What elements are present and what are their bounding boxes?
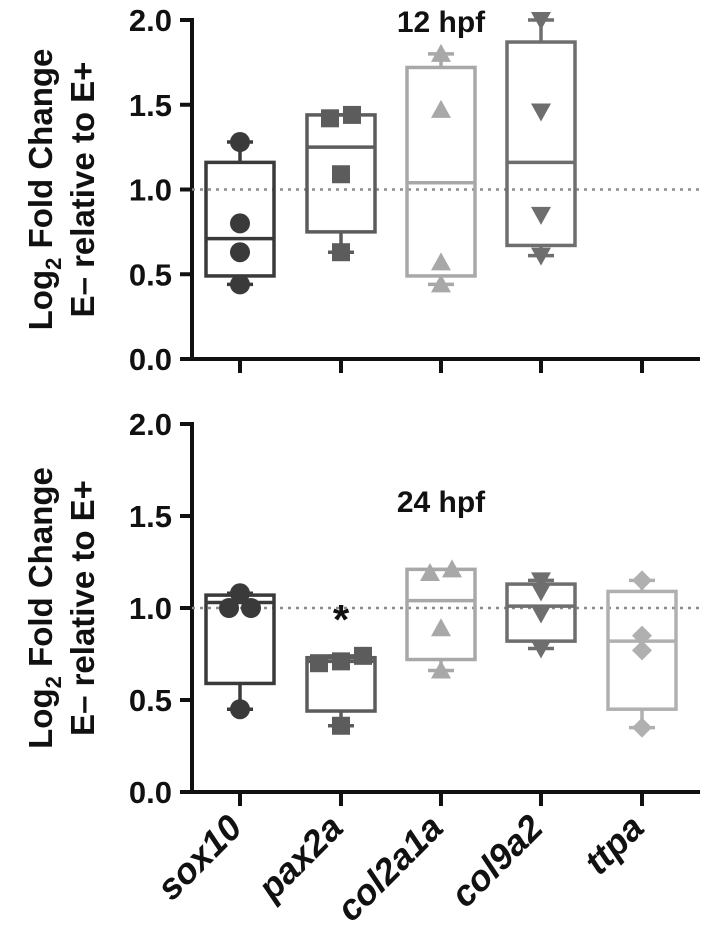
- data-point: [321, 109, 339, 128]
- data-point: [531, 572, 551, 591]
- box-pax2a: [305, 105, 377, 262]
- box-col2a1a: [405, 559, 477, 679]
- data-point: [531, 206, 551, 225]
- panel-title: 12 hpf: [397, 6, 486, 39]
- data-point: [531, 103, 551, 122]
- data-point: [531, 605, 551, 624]
- box-col9a2: [505, 12, 577, 266]
- y-tick-label: 0.0: [129, 342, 172, 377]
- data-point: [332, 243, 350, 262]
- box-iqr: [606, 589, 678, 711]
- data-point: [431, 43, 451, 62]
- box-iqr: [505, 40, 577, 248]
- data-point: [230, 699, 250, 720]
- data-point: [632, 640, 652, 661]
- data-point: [431, 660, 451, 679]
- y-tick-label: 0.0: [129, 775, 172, 810]
- data-point: [332, 716, 350, 735]
- panel-12hpf: 0.0 0.5 1.0 1.5 2.0 12 hpf Log2 Fold Change E– …: [22, 3, 700, 377]
- box-pax2a: *: [305, 596, 377, 735]
- x-category-label: ttpa: [576, 807, 652, 883]
- x-category-label: col2a1a: [328, 807, 450, 929]
- panel-24hpf: 0.0 0.5 1.0 1.5 2.0 24 hpf Log2 Fold Change E– …: [22, 407, 700, 810]
- box-iqr: [305, 113, 377, 234]
- data-point: [332, 165, 350, 184]
- x-category-label: col9a2: [442, 807, 550, 915]
- significance-marker: *: [333, 596, 350, 643]
- box-ttpa: [606, 570, 678, 738]
- data-point: [632, 625, 652, 646]
- data-point: [230, 242, 250, 263]
- data-point: [354, 646, 372, 665]
- data-point: [431, 274, 451, 293]
- box-col9a2: [505, 572, 577, 659]
- data-point: [343, 105, 361, 124]
- data-point: [632, 570, 652, 591]
- y-tick-label: 1.0: [129, 591, 172, 626]
- panel-title: 24 hpf: [397, 486, 486, 519]
- data-point: [230, 583, 250, 604]
- y-axis-title-line1: Log2 Fold Change: [22, 467, 66, 749]
- data-point: [420, 563, 440, 582]
- data-point: [230, 132, 250, 153]
- data-point: [632, 717, 652, 738]
- box-sox10: [204, 583, 276, 720]
- y-tick-label: 2.0: [129, 3, 172, 38]
- box-col2a1a: [405, 43, 477, 293]
- y-axis-title-line1: Log2 Fold Change: [22, 49, 66, 331]
- y-tick-label: 0.5: [129, 257, 172, 292]
- data-point: [431, 252, 451, 271]
- data-point: [431, 99, 451, 118]
- data-point: [310, 654, 328, 673]
- box-iqr: [405, 567, 477, 662]
- y-tick-label: 0.5: [129, 683, 172, 718]
- data-point: [241, 598, 261, 618]
- data-point: [230, 213, 250, 234]
- y-tick-label: 1.5: [129, 88, 172, 123]
- data-point: [442, 559, 462, 578]
- data-point: [332, 652, 350, 671]
- data-point: [230, 274, 250, 295]
- box-iqr: [405, 65, 477, 278]
- y-tick-label: 1.5: [129, 499, 172, 534]
- data-point: [531, 583, 551, 602]
- data-point: [531, 640, 551, 659]
- data-point: [219, 598, 239, 618]
- y-axis-title-line2: E– relative to E+: [64, 480, 101, 736]
- y-axis-title-line2: E– relative to E+: [64, 62, 101, 318]
- y-tick-label: 2.0: [129, 407, 172, 442]
- data-point: [531, 12, 551, 30]
- x-category-label: sox10: [148, 807, 249, 908]
- data-point: [431, 618, 451, 637]
- data-point: [531, 247, 551, 266]
- box-sox10: [204, 132, 276, 295]
- y-tick-label: 1.0: [129, 173, 172, 208]
